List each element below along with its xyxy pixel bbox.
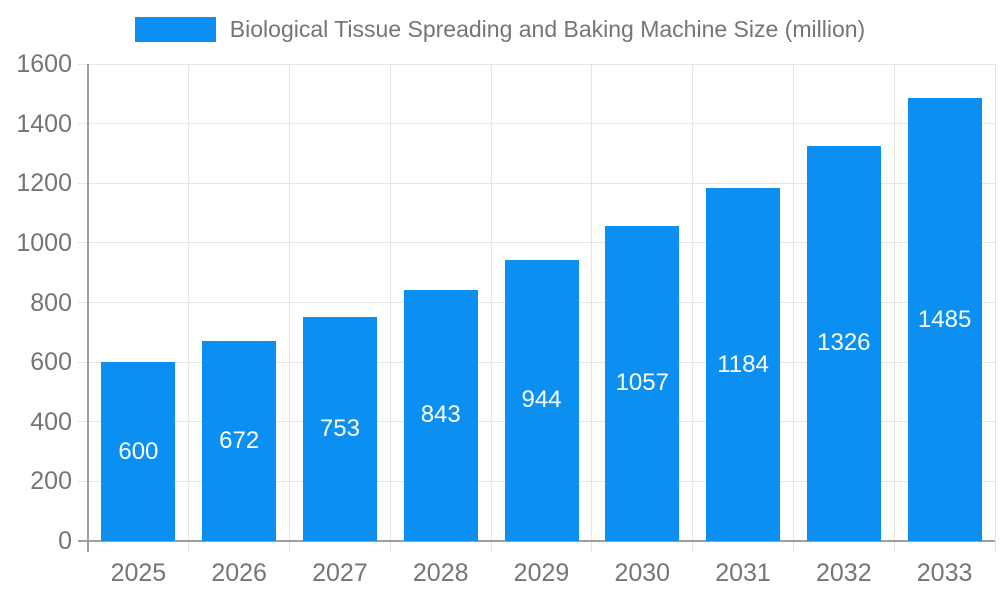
y-tick: [78, 480, 88, 482]
y-gridline: [88, 242, 995, 244]
x-axis-tick-label: 2027: [312, 559, 368, 587]
x-tick: [289, 541, 291, 551]
chart-legend: Biological Tissue Spreading and Baking M…: [0, 16, 1000, 42]
x-axis-tick-label: 2033: [916, 559, 973, 587]
bar-2029: 944: [504, 259, 579, 541]
y-axis-tick-label: 400: [30, 407, 72, 436]
y-gridline: [88, 182, 995, 184]
x-axis-tick-label: 2030: [614, 559, 671, 587]
legend-label: Biological Tissue Spreading and Baking M…: [229, 16, 866, 42]
x-axis-tick-label: 2026: [211, 559, 267, 587]
bar-value-label: 1326: [817, 329, 871, 357]
x-axis-tick-label: 2028: [412, 559, 469, 587]
x-tick: [792, 541, 794, 551]
y-tick: [78, 421, 88, 423]
x-axis-tick-label: 2025: [110, 559, 167, 587]
bar-value-label: 843: [420, 401, 461, 429]
x-gridline: [490, 64, 492, 541]
x-tick: [692, 541, 694, 551]
legend-swatch: [134, 16, 216, 42]
y-axis-tick-label: 1200: [16, 169, 72, 198]
y-axis-tick-label: 0: [58, 527, 72, 555]
x-tick: [188, 541, 190, 551]
x-axis-tick-label: 2031: [715, 559, 771, 587]
x-tick: [389, 541, 391, 551]
y-tick: [78, 123, 88, 125]
bar-2027: 753: [302, 316, 377, 541]
x-tick: [893, 541, 895, 551]
y-axis-tick-label: 1000: [16, 228, 72, 257]
bar-value-label: 600: [118, 437, 159, 465]
x-gridline: [994, 64, 996, 541]
bar-2030: 1057: [605, 225, 680, 541]
y-axis-tick-label: 1400: [16, 109, 72, 138]
bar-value-label: 944: [521, 386, 562, 414]
y-tick: [78, 361, 88, 363]
x-gridline: [389, 64, 391, 541]
y-axis-tick-label: 1600: [16, 50, 72, 78]
bar-value-label: 1057: [615, 369, 669, 397]
bar-2026: 672: [202, 340, 277, 541]
bar-value-label: 672: [219, 426, 260, 454]
bar-value-label: 1184: [717, 350, 769, 378]
y-axis-tick-label: 800: [30, 288, 72, 317]
y-axis-tick-label: 600: [30, 348, 72, 377]
bar-2033: 1485: [907, 98, 982, 541]
x-axis-tick-label: 2032: [816, 559, 872, 587]
y-gridline: [88, 123, 995, 125]
x-gridline: [893, 64, 895, 541]
bar-value-label: 1485: [917, 305, 972, 333]
x-tick: [994, 541, 996, 551]
y-tick: [78, 242, 88, 244]
y-tick: [78, 63, 88, 65]
bar-value-label: 753: [319, 414, 360, 442]
x-tick: [490, 541, 492, 551]
x-gridline: [591, 64, 593, 541]
bar-2031: 1184: [706, 188, 781, 541]
y-gridline: [88, 63, 995, 65]
x-axis-line: [78, 540, 995, 542]
legend-item[interactable]: Biological Tissue Spreading and Baking M…: [134, 16, 866, 42]
bar-2032: 1326: [806, 145, 881, 541]
x-gridline: [692, 64, 694, 541]
bar-2025: 600: [101, 362, 176, 541]
x-axis-tick-label: 2029: [513, 559, 570, 587]
y-axis-line: [86, 64, 89, 552]
bar-2028: 843: [403, 289, 478, 541]
x-tick: [591, 541, 593, 551]
y-axis-tick-label: 200: [30, 467, 72, 496]
x-gridline: [289, 64, 291, 541]
x-gridline: [792, 64, 794, 541]
y-tick: [78, 182, 88, 184]
y-tick: [78, 302, 88, 303]
x-gridline: [188, 64, 190, 541]
